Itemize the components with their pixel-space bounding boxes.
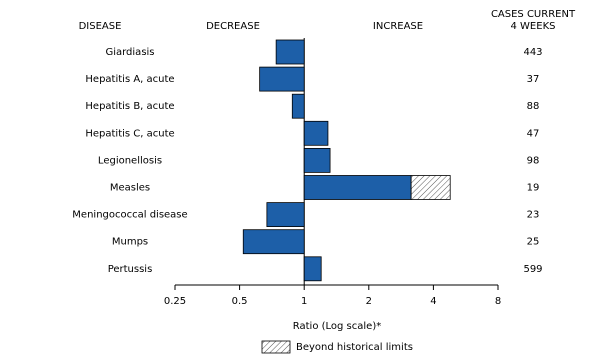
category-label: Mumps [112, 237, 148, 248]
legend-label: Beyond historical limits [296, 342, 413, 353]
category-label: Hepatitis A, acute [85, 74, 174, 85]
bar [410, 175, 451, 200]
x-tick-label: 0.5 [232, 296, 248, 307]
category-label: Giardiasis [105, 47, 154, 58]
header-cases: 4 WEEKS [511, 21, 556, 32]
bar [242, 229, 305, 255]
bar [291, 93, 305, 119]
cases-value: 88 [527, 101, 540, 112]
cases-value: 25 [527, 237, 540, 248]
cases-value: 47 [527, 128, 540, 139]
bar [275, 39, 305, 65]
bar [303, 256, 322, 282]
cases-value: 37 [527, 74, 540, 85]
x-tick-label: 2 [366, 296, 372, 307]
bar [303, 147, 331, 173]
cases-value: 599 [523, 264, 542, 275]
header-disease: DISEASE [79, 21, 122, 32]
x-tick-label: 0.25 [164, 296, 186, 307]
x-tick-label: 1 [301, 296, 307, 307]
category-label: Measles [110, 183, 150, 194]
category-label: Hepatitis C, acute [85, 128, 174, 139]
header-increase: INCREASE [373, 21, 423, 32]
bar [259, 66, 305, 92]
header-decrease: DECREASE [206, 21, 260, 32]
cases-value: 443 [523, 47, 542, 58]
legend-swatch [261, 340, 291, 354]
category-label: Hepatitis B, acute [85, 101, 174, 112]
cases-value: 98 [527, 155, 540, 166]
x-axis-label: Ratio (Log scale)* [293, 321, 381, 332]
header-cases: CASES CURRENT [491, 9, 576, 20]
bar [303, 120, 329, 146]
category-label: Pertussis [108, 264, 153, 275]
bar [266, 202, 305, 228]
x-tick-label: 8 [495, 296, 501, 307]
x-tick-label: 4 [430, 296, 436, 307]
bar [303, 175, 412, 200]
category-label: Legionellosis [98, 155, 162, 166]
cases-value: 19 [527, 183, 540, 194]
category-label: Meningococcal disease [72, 210, 187, 221]
cases-value: 23 [527, 210, 540, 221]
